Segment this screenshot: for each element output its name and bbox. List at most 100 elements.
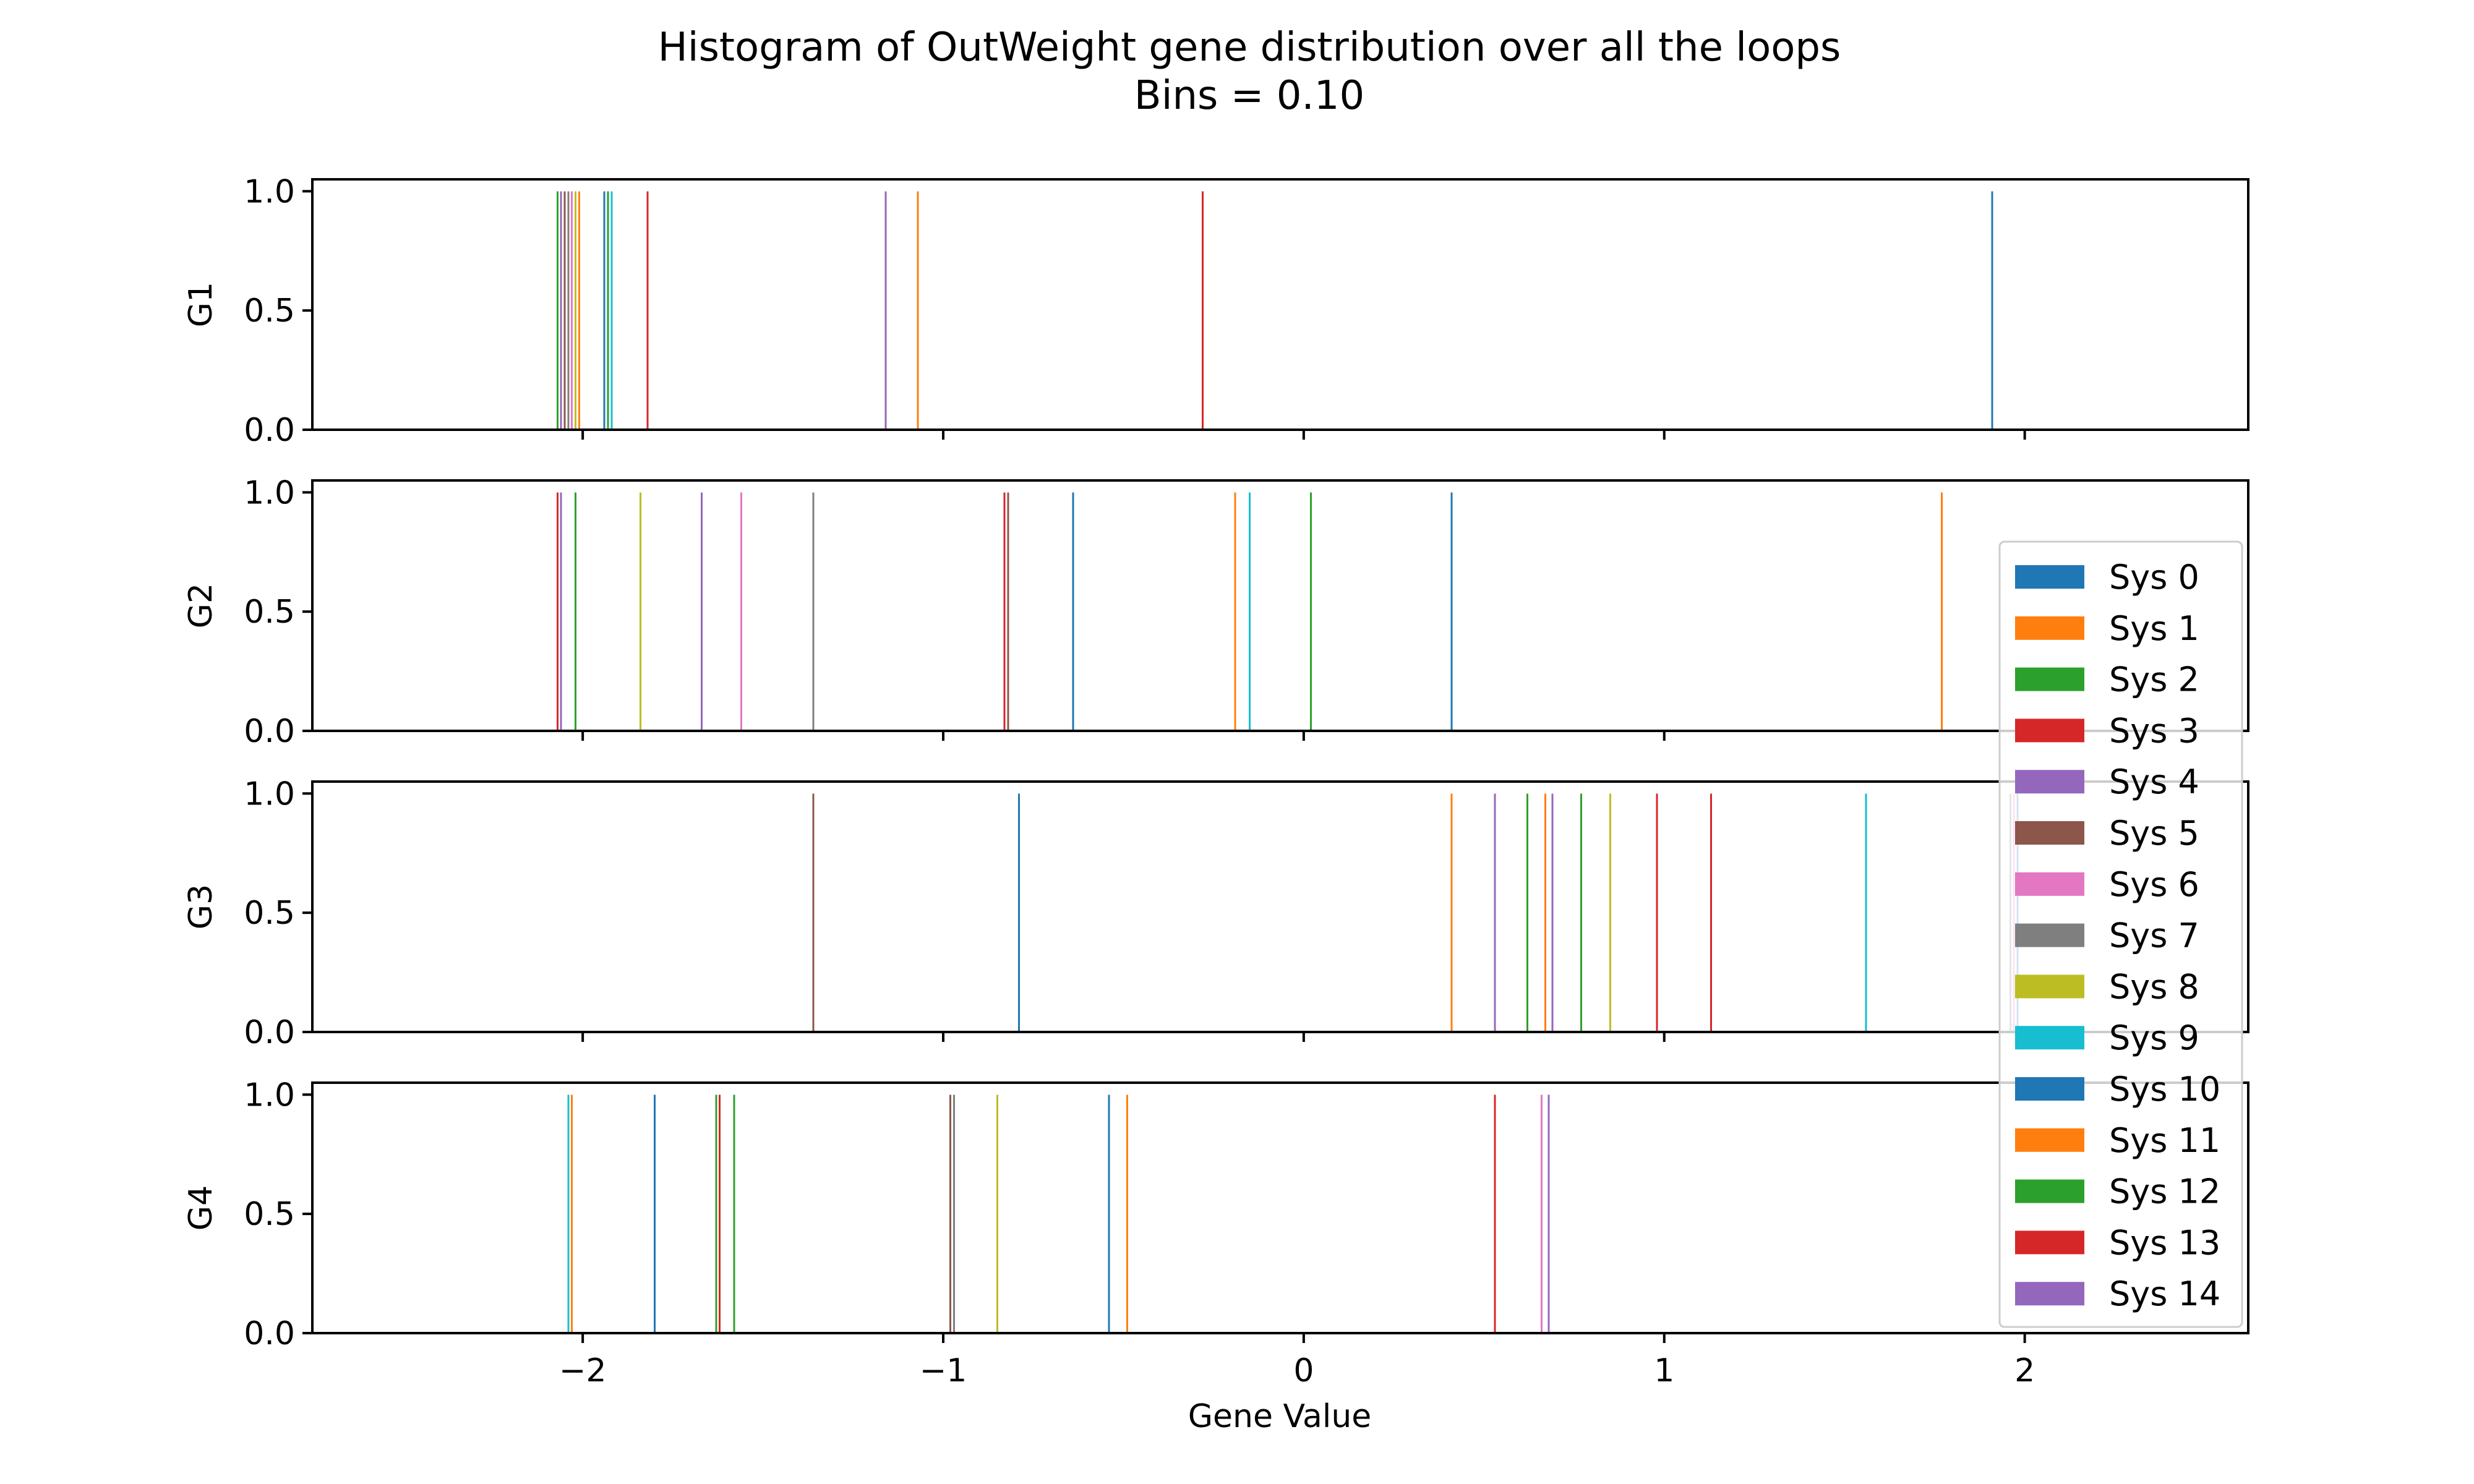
legend-label: Sys 1 <box>2109 609 2199 648</box>
y-tick-label: 0.0 <box>244 713 295 750</box>
y-tick-label: 0.0 <box>244 1315 295 1352</box>
y-axis-label: G2 <box>182 583 220 628</box>
bar-g1-sys-7 <box>567 191 570 430</box>
bar-g4-sys-11 <box>571 1094 573 1333</box>
bar-g3-sys-11 <box>1544 793 1546 1032</box>
legend-item-sys-14: Sys 14 <box>2015 1274 2220 1313</box>
bar-g2-sys-13 <box>1003 492 1006 731</box>
subplot-g2: 0.0 0.5 1.0 G2 <box>182 474 2249 750</box>
legend-label: Sys 14 <box>2109 1274 2220 1313</box>
y-axis-label: G3 <box>182 884 220 929</box>
legend-label: Sys 9 <box>2109 1018 2199 1057</box>
legend-item-sys-1: Sys 1 <box>2015 609 2199 648</box>
y-tick-label: 0.0 <box>244 412 295 449</box>
legend-swatch <box>2015 974 2084 999</box>
bar-g1-sys-3 <box>1202 191 1204 430</box>
bar-g4-sys-7 <box>953 1094 955 1333</box>
bar-g1-sys-13 <box>646 191 649 430</box>
x-tick-label: 0 <box>1293 1352 1314 1389</box>
legend-swatch <box>2015 1230 2084 1255</box>
legend-swatch <box>2015 667 2084 691</box>
axes-frame <box>311 780 2249 1033</box>
legend-label: Sys 11 <box>2109 1121 2220 1160</box>
legend-swatch <box>2015 1128 2084 1152</box>
bar-g2-sys-2 <box>575 492 576 731</box>
y-tick-label: 1.0 <box>244 1077 295 1114</box>
bar-g3-sys-14 <box>1551 793 1554 1032</box>
bar-g3-sys-3 <box>1710 793 1712 1032</box>
bar-g1-sys-4 <box>884 191 887 430</box>
bar-g3-sys-9 <box>1865 793 1867 1032</box>
bar-g1-sys-0 <box>1991 191 1993 430</box>
bar-g2-sys-9 <box>1249 492 1251 731</box>
legend-label: Sys 13 <box>2109 1223 2220 1262</box>
legend-item-sys-6: Sys 6 <box>2015 865 2199 904</box>
legend-item-sys-8: Sys 8 <box>2015 967 2199 1006</box>
x-axis: −2 −1 0 1 2 <box>559 1352 2035 1389</box>
legend-label: Sys 4 <box>2109 762 2199 801</box>
x-axis-label: Gene Value <box>1188 1398 1372 1435</box>
bar-g4-sys-1 <box>1126 1094 1128 1333</box>
bar-g4-sys-9 <box>567 1094 570 1333</box>
bar-g4-sys-3 <box>1494 1094 1496 1333</box>
x-tick-label: −1 <box>920 1352 967 1389</box>
bar-g1-sys-8 <box>575 191 576 430</box>
y-tick-label: 0.0 <box>244 1014 295 1051</box>
chart-subtitle: Bins = 0.10 <box>1134 73 1364 119</box>
y-tick-label: 0.5 <box>244 895 295 932</box>
chart-title: Histogram of OutWeight gene distribution… <box>658 25 1841 70</box>
legend-item-sys-11: Sys 11 <box>2015 1121 2220 1160</box>
bar-g3-sys-0 <box>1017 793 1020 1032</box>
legend-label: Sys 3 <box>2109 711 2199 750</box>
y-tick-label: 0.5 <box>244 292 295 330</box>
legend-label: Sys 7 <box>2109 916 2199 955</box>
y-tick-label: 1.0 <box>244 775 295 812</box>
y-tick-label: 1.0 <box>244 474 295 511</box>
y-tick-label: 0.5 <box>244 1196 295 1233</box>
bar-g2-sys-5 <box>1007 492 1009 731</box>
legend-item-sys-3: Sys 3 <box>2015 711 2199 750</box>
bar-g1-sys-2 <box>556 191 559 430</box>
legend-label: Sys 10 <box>2109 1070 2220 1109</box>
legend-label: Sys 8 <box>2109 967 2199 1006</box>
bar-g2-sys-14 <box>560 492 562 731</box>
legend-item-sys-0: Sys 0 <box>2015 558 2199 597</box>
bar-g4-sys-13 <box>719 1094 721 1333</box>
bar-g3-sys-2 <box>1580 793 1583 1032</box>
bar-g2-sys-12 <box>1310 492 1312 731</box>
bar-g3-sys-1 <box>1450 793 1453 1032</box>
bar-g4-sys-6 <box>1541 1094 1543 1333</box>
bar-g4-sys-10 <box>1108 1094 1110 1333</box>
bar-g3-sys-13 <box>1656 793 1658 1032</box>
subplot-panels: 0.0 0.5 1.0 G1 0.0 0.5 1.0 G2 0.0 0.5 1.0 G3 0.0 0.5 1… <box>182 173 2249 1352</box>
bar-g4-sys-2 <box>733 1094 735 1333</box>
bar-g1-sys-9 <box>610 191 613 430</box>
axes-frame <box>311 178 2249 431</box>
bar-g2-sys-10 <box>1450 492 1453 731</box>
bar-g2-sys-11 <box>1941 492 1943 731</box>
legend-label: Sys 5 <box>2109 814 2199 853</box>
bar-g1-sys-5 <box>563 191 566 430</box>
subplot-g1: 0.0 0.5 1.0 G1 <box>182 173 2249 449</box>
legend-swatch <box>2015 821 2084 845</box>
legend-item-sys-12: Sys 12 <box>2015 1172 2220 1211</box>
subplot-g4: 0.0 0.5 1.0 G4 <box>182 1077 2249 1352</box>
bar-g2-sys-6 <box>740 492 743 731</box>
bar-g2-sys-1 <box>1234 492 1236 731</box>
bar-g1-sys-14 <box>560 191 562 430</box>
bar-g4-sys-14 <box>1547 1094 1550 1333</box>
legend-swatch <box>2015 923 2084 947</box>
legend-item-sys-9: Sys 9 <box>2015 1018 2199 1057</box>
x-tick-label: −2 <box>559 1352 607 1389</box>
y-tick-label: 1.0 <box>244 173 295 210</box>
legend-swatch <box>2015 770 2084 794</box>
axes-frame <box>311 479 2249 732</box>
bar-g3-sys-4 <box>1494 793 1496 1032</box>
x-tick-label: 1 <box>1654 1352 1674 1389</box>
legend-swatch <box>2015 719 2084 743</box>
legend-swatch <box>2015 1282 2084 1306</box>
bar-g4-sys-12 <box>715 1094 717 1333</box>
bar-g1-sys-6 <box>571 191 573 430</box>
y-tick-label: 0.5 <box>244 594 295 631</box>
